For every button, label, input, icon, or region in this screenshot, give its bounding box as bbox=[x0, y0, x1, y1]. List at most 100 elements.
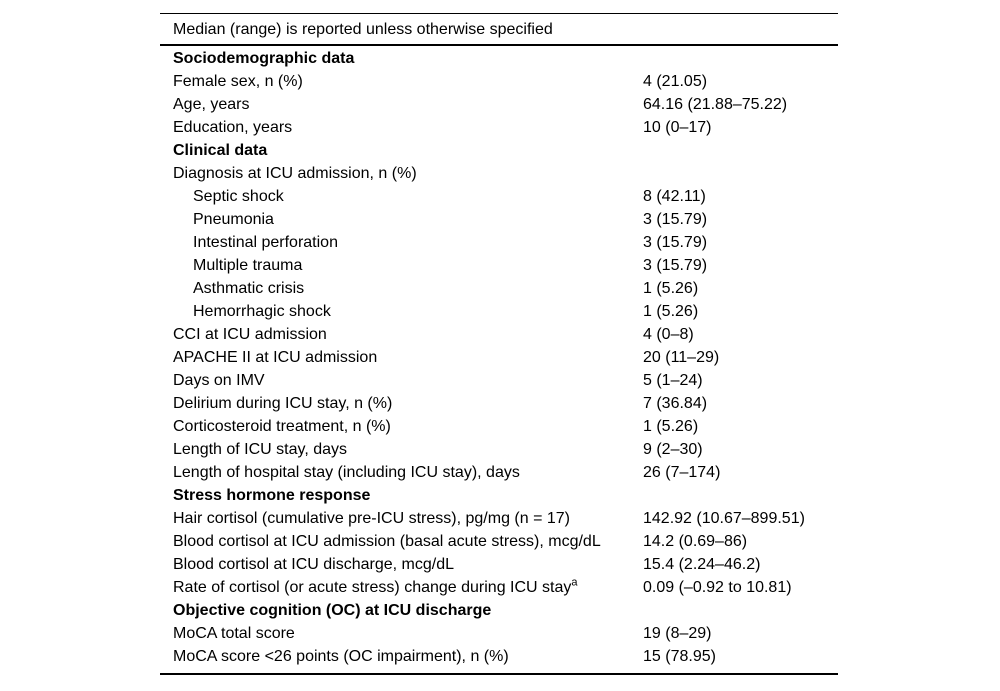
table-row: Length of hospital stay (including ICU s… bbox=[160, 461, 838, 484]
table-row: Delirium during ICU stay, n (%) 7 (36.84) bbox=[160, 392, 838, 415]
row-label: Delirium during ICU stay, n (%) bbox=[160, 392, 643, 415]
row-value: 5 (1–24) bbox=[643, 372, 703, 389]
table-row: Days on IMV 5 (1–24) bbox=[160, 369, 838, 392]
row-label: Asthmatic crisis bbox=[160, 277, 643, 300]
row-label: Diagnosis at ICU admission, n (%) bbox=[160, 162, 643, 185]
row-value: 20 (11–29) bbox=[643, 349, 720, 366]
row-label: Septic shock bbox=[160, 185, 643, 208]
table-row: Length of ICU stay, days 9 (2–30) bbox=[160, 438, 838, 461]
table-note: Median (range) is reported unless otherw… bbox=[160, 14, 838, 46]
row-label: Female sex, n (%) bbox=[160, 70, 643, 93]
row-label-text: Stress hormone response bbox=[173, 487, 371, 504]
row-label-text: Rate of cortisol (or acute stress) chang… bbox=[173, 579, 572, 596]
row-value: 15 (78.95) bbox=[643, 648, 716, 665]
table-row: APACHE II at ICU admission 20 (11–29) bbox=[160, 346, 838, 369]
row-label: Rate of cortisol (or acute stress) chang… bbox=[160, 576, 643, 599]
row-label: CCI at ICU admission bbox=[160, 323, 643, 346]
row-label-text: Asthmatic crisis bbox=[193, 280, 305, 297]
row-value: 10 (0–17) bbox=[643, 119, 712, 136]
row-label-text: MoCA score <26 points (OC impairment), n… bbox=[173, 648, 509, 665]
row-value: 3 (15.79) bbox=[643, 211, 708, 228]
table-row: Hair cortisol (cumulative pre-ICU stress… bbox=[160, 507, 838, 530]
row-label: Corticosteroid treatment, n (%) bbox=[160, 415, 643, 438]
row-label-text: MoCA total score bbox=[173, 625, 295, 642]
row-value: 64.16 (21.88–75.22) bbox=[643, 96, 788, 113]
row-label: Sociodemographic data bbox=[160, 47, 643, 70]
row-value bbox=[643, 162, 838, 185]
row-label: Multiple trauma bbox=[160, 254, 643, 277]
table-row: Asthmatic crisis 1 (5.26) bbox=[160, 277, 838, 300]
row-value: 9 (2–30) bbox=[643, 441, 703, 458]
table-row: Age, years 64.16 (21.88–75.22) bbox=[160, 93, 838, 116]
row-label: MoCA total score bbox=[160, 622, 643, 645]
row-label: Pneumonia bbox=[160, 208, 643, 231]
baseline-characteristics-table: Median (range) is reported unless otherw… bbox=[160, 13, 838, 675]
row-value: 1 (5.26) bbox=[643, 280, 699, 297]
row-label-text: Length of ICU stay, days bbox=[173, 441, 348, 458]
row-value: 4 (0–8) bbox=[643, 326, 694, 343]
row-value bbox=[643, 47, 838, 70]
row-label-text: Age, years bbox=[173, 96, 250, 113]
row-value: 26 (7–174) bbox=[643, 464, 721, 481]
table-row: MoCA total score 19 (8–29) bbox=[160, 622, 838, 645]
row-value: 0.09 (–0.92 to 10.81) bbox=[643, 579, 792, 596]
row-label: Blood cortisol at ICU admission (basal a… bbox=[160, 530, 643, 553]
row-value: 8 (42.11) bbox=[643, 188, 706, 205]
table-row: Pneumonia 3 (15.79) bbox=[160, 208, 838, 231]
row-value: 14.2 (0.69–86) bbox=[643, 533, 748, 550]
row-value: 1 (5.26) bbox=[643, 303, 699, 320]
row-value: 142.92 (10.67–899.51) bbox=[643, 510, 805, 527]
row-value: 1 (5.26) bbox=[643, 418, 699, 435]
row-label-text: Hemorrhagic shock bbox=[193, 303, 331, 320]
row-label-text: Intestinal perforation bbox=[193, 234, 338, 251]
row-label: Education, years bbox=[160, 116, 643, 139]
row-label: Objective cognition (OC) at ICU discharg… bbox=[160, 599, 643, 622]
row-label-text: Days on IMV bbox=[173, 372, 265, 389]
row-label-text: CCI at ICU admission bbox=[173, 326, 327, 343]
row-label: Blood cortisol at ICU discharge, mcg/dL bbox=[160, 553, 643, 576]
footnote-marker: a bbox=[571, 576, 578, 589]
row-value bbox=[643, 599, 838, 622]
row-label-text: Sociodemographic data bbox=[173, 50, 355, 67]
table-row: Multiple trauma 3 (15.79) bbox=[160, 254, 838, 277]
row-label: Days on IMV bbox=[160, 369, 643, 392]
row-label-text: Length of hospital stay (including ICU s… bbox=[173, 464, 520, 481]
row-value bbox=[643, 139, 838, 162]
row-value: 4 (21.05) bbox=[643, 73, 708, 90]
table-row: Blood cortisol at ICU discharge, mcg/dL 1… bbox=[160, 553, 838, 576]
row-value: 19 (8–29) bbox=[643, 625, 712, 642]
row-label-text: APACHE II at ICU admission bbox=[173, 349, 378, 366]
table-body: Sociodemographic data Female sex, n (%) 4 … bbox=[160, 46, 838, 673]
section-header-row: Stress hormone response bbox=[160, 484, 838, 507]
row-label: Hair cortisol (cumulative pre-ICU stress… bbox=[160, 507, 643, 530]
row-label: MoCA score <26 points (OC impairment), n… bbox=[160, 645, 643, 668]
row-label-text: Objective cognition (OC) at ICU discharg… bbox=[173, 602, 492, 619]
row-label-text: Blood cortisol at ICU discharge, mcg/dL bbox=[173, 556, 455, 573]
row-label-text: Hair cortisol (cumulative pre-ICU stress… bbox=[173, 510, 570, 527]
row-value: 3 (15.79) bbox=[643, 234, 708, 251]
row-label: Intestinal perforation bbox=[160, 231, 643, 254]
row-label: Hemorrhagic shock bbox=[160, 300, 643, 323]
row-value: 15.4 (2.24–46.2) bbox=[643, 556, 761, 573]
row-label-text: Clinical data bbox=[173, 142, 268, 159]
row-value: 7 (36.84) bbox=[643, 395, 708, 412]
table-row: Blood cortisol at ICU admission (basal a… bbox=[160, 530, 838, 553]
row-label: Clinical data bbox=[160, 139, 643, 162]
table-row: Education, years 10 (0–17) bbox=[160, 116, 838, 139]
row-label: APACHE II at ICU admission bbox=[160, 346, 643, 369]
table-row: CCI at ICU admission 4 (0–8) bbox=[160, 323, 838, 346]
row-label: Stress hormone response bbox=[160, 484, 643, 507]
row-label: Length of hospital stay (including ICU s… bbox=[160, 461, 643, 484]
row-label-text: Pneumonia bbox=[193, 211, 274, 228]
row-label-text: Septic shock bbox=[193, 188, 284, 205]
section-header-row: Sociodemographic data bbox=[160, 47, 838, 70]
row-label-text: Corticosteroid treatment, n (%) bbox=[173, 418, 391, 435]
row-label-text: Delirium during ICU stay, n (%) bbox=[173, 395, 393, 412]
row-label-text: Multiple trauma bbox=[193, 257, 303, 274]
table-row: Diagnosis at ICU admission, n (%) bbox=[160, 162, 838, 185]
row-label-text: Blood cortisol at ICU admission (basal a… bbox=[173, 533, 601, 550]
table-row: Septic shock 8 (42.11) bbox=[160, 185, 838, 208]
row-value: 3 (15.79) bbox=[643, 257, 708, 274]
table-row: MoCA score <26 points (OC impairment), n… bbox=[160, 645, 838, 668]
row-label-text: Education, years bbox=[173, 119, 293, 136]
